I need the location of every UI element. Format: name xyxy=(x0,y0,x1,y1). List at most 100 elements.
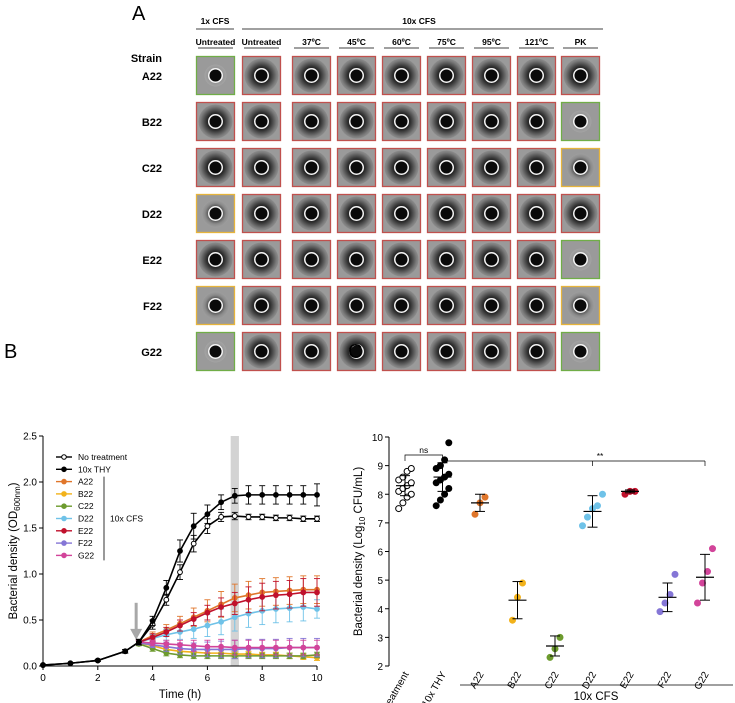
plate-well-image xyxy=(426,193,467,234)
group-10x-label: 10x CFS xyxy=(402,16,436,26)
plate-frame xyxy=(516,55,557,96)
y-tick-label: 3 xyxy=(377,633,383,644)
plate-well-image xyxy=(516,193,557,234)
panel-a: A 1x CFS 10x CFS Strain Untreated Untreat… xyxy=(131,3,603,372)
well-hole xyxy=(485,69,498,82)
plate-frame xyxy=(381,193,422,234)
series-10x-thy xyxy=(40,483,320,668)
well-hole xyxy=(395,115,408,128)
well-hole xyxy=(530,161,543,174)
plate-frame xyxy=(426,55,467,96)
plate-well-image xyxy=(291,101,332,142)
plate-well-image xyxy=(336,55,377,96)
plate-frame xyxy=(381,239,422,280)
y-tick-label: 7 xyxy=(377,519,383,530)
plate-frame xyxy=(560,331,601,372)
well-hole xyxy=(395,345,408,358)
plate-well-image xyxy=(471,147,512,188)
data-point xyxy=(286,491,293,498)
data-point xyxy=(407,464,415,472)
plate-frame xyxy=(291,285,332,326)
data-point xyxy=(395,505,403,513)
plate-frame xyxy=(471,239,512,280)
category-label: F22 xyxy=(656,670,674,691)
well-hole xyxy=(440,253,453,266)
plate-frame xyxy=(241,55,282,96)
well-hole xyxy=(305,345,318,358)
data-point xyxy=(231,614,238,621)
plate-well-image xyxy=(471,193,512,234)
data-point xyxy=(286,591,293,598)
well-hole xyxy=(305,207,318,220)
well-hole xyxy=(395,207,408,220)
plate-frame xyxy=(560,147,601,188)
well-hole xyxy=(209,115,222,128)
y-tick-label: 4 xyxy=(377,605,383,616)
panel-b: B 0.0 0.5 1.0 1.5 2.0 2.5 0 2 4 6 8 10 Time (h) Bacte… xyxy=(4,341,323,701)
strain-label: E22 xyxy=(142,255,162,267)
data-point xyxy=(149,640,156,646)
plate-frame xyxy=(560,285,601,326)
well-hole xyxy=(305,253,318,266)
plate-well-image xyxy=(426,147,467,188)
group-g22 xyxy=(694,545,716,607)
plate-frame xyxy=(241,331,282,372)
sig-label-star: ** xyxy=(597,451,604,461)
plate-frame xyxy=(195,331,236,372)
data-point xyxy=(259,514,266,520)
group-label-10x-cfs: 10x CFS xyxy=(574,691,619,703)
data-point xyxy=(204,511,211,518)
plate-well-image xyxy=(381,331,422,372)
group-a22 xyxy=(471,493,489,518)
plate-frame xyxy=(426,331,467,372)
group-no-treatment xyxy=(395,464,415,513)
y-tick-label: 8 xyxy=(377,490,383,501)
data-point xyxy=(190,616,197,622)
plate-frame xyxy=(381,147,422,188)
panel-b-letter: B xyxy=(4,341,17,363)
data-point xyxy=(509,616,516,624)
well-hole xyxy=(440,69,453,82)
plate-frame xyxy=(291,147,332,188)
data-point xyxy=(245,596,252,603)
sampling-window-band xyxy=(230,436,239,666)
plate-well-image xyxy=(241,331,282,372)
plate-well-image xyxy=(241,285,282,326)
plate-frame xyxy=(560,239,601,280)
plate-frame xyxy=(241,239,282,280)
plate-frame xyxy=(291,193,332,234)
plate-well-image xyxy=(195,101,236,142)
plate-frame xyxy=(241,101,282,142)
plate-frame xyxy=(291,101,332,142)
data-point xyxy=(300,515,307,522)
category-label: D22 xyxy=(580,670,599,692)
plate-frame xyxy=(195,101,236,142)
data-point xyxy=(519,579,526,587)
data-point xyxy=(441,456,449,464)
well-hole xyxy=(255,161,268,174)
plate-frame xyxy=(471,193,512,234)
data-point xyxy=(149,634,156,641)
legend-entry: B22 xyxy=(78,489,93,499)
data-point xyxy=(273,592,279,599)
well-hole xyxy=(209,345,222,358)
data-point xyxy=(273,491,279,498)
plate-well-image xyxy=(471,239,512,280)
group-d22 xyxy=(579,490,606,530)
data-point xyxy=(259,594,266,600)
group-b22 xyxy=(508,579,527,624)
data-point xyxy=(694,599,701,607)
well-hole xyxy=(350,345,363,358)
well-hole xyxy=(305,299,318,312)
panel-c-letter: C xyxy=(348,341,362,363)
plate-frame xyxy=(336,193,377,234)
plate-well-image xyxy=(336,239,377,280)
data-point xyxy=(300,644,307,651)
plate-well-image xyxy=(195,193,236,234)
legend-entry: 10x THY xyxy=(78,464,111,474)
well-hole xyxy=(485,207,498,220)
plate-well-image xyxy=(426,331,467,372)
data-point xyxy=(218,514,225,520)
plate-well-image xyxy=(381,193,422,234)
well-hole xyxy=(440,115,453,128)
